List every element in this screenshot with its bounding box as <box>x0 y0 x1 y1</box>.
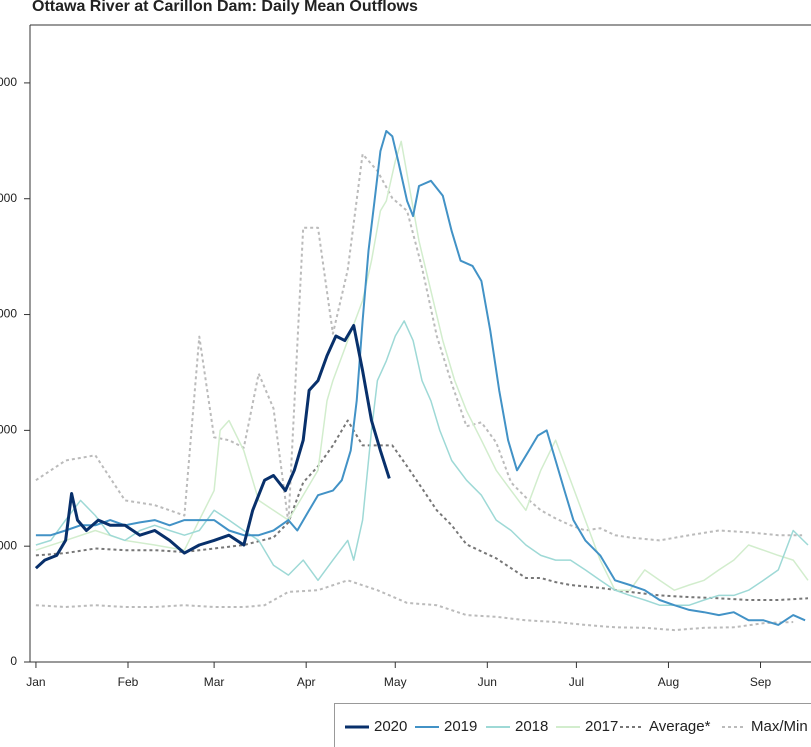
series-line <box>35 140 809 591</box>
x-tick-label: Jun <box>478 675 497 689</box>
series-line <box>35 320 809 606</box>
x-tick-label: Apr <box>297 675 316 689</box>
x-tick-label: Feb <box>118 675 139 689</box>
legend-box <box>334 703 811 747</box>
series-line <box>35 579 794 632</box>
x-tick-label: Aug <box>658 675 679 689</box>
y-tick-label: 10000 <box>0 75 17 89</box>
x-tick-label: May <box>384 675 407 689</box>
x-tick-label: Mar <box>204 675 225 689</box>
series-line <box>35 419 809 601</box>
legend-label: Average* <box>649 718 711 735</box>
y-tick-label: 2000 <box>0 538 17 552</box>
legend-label: 2018 <box>515 718 548 735</box>
legend-label: 2017 <box>585 718 618 735</box>
legend-label: Max/Min <box>751 718 808 735</box>
y-tick-label: 6000 <box>0 307 17 321</box>
y-tick-label: 0 <box>10 654 17 668</box>
series-line <box>34 324 391 570</box>
legend-label: 2020 <box>374 718 407 735</box>
series-line <box>35 130 806 626</box>
x-tick-label: Jan <box>26 675 45 689</box>
y-tick-label: 4000 <box>0 423 17 437</box>
x-tick-label: Sep <box>750 675 772 689</box>
chart-title: Ottawa River at Carillon Dam: Daily Mean… <box>32 0 418 15</box>
x-tick-label: Jul <box>569 675 584 689</box>
y-tick-label: 8000 <box>0 191 17 205</box>
legend-label: 2019 <box>444 718 477 735</box>
series-line <box>35 153 803 542</box>
